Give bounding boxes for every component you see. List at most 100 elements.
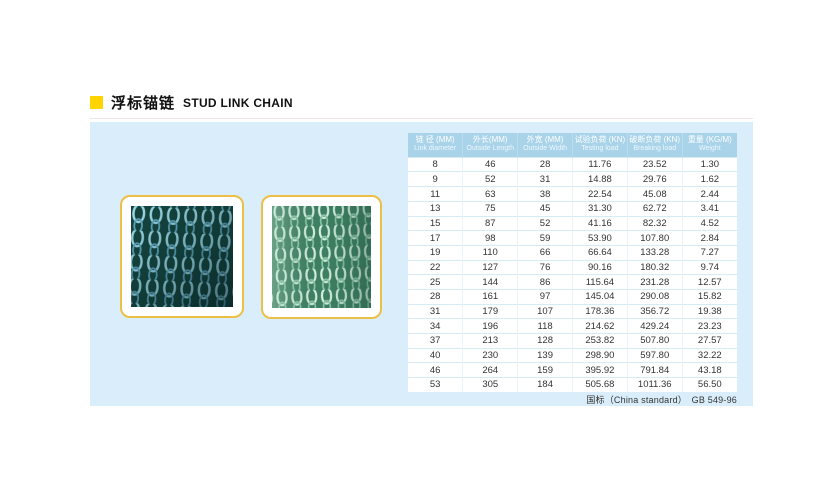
table-cell: 9 (408, 171, 463, 187)
table-cell: 356.72 (626, 303, 683, 319)
table-cell: 290.08 (626, 288, 683, 305)
chain-photo-dark (131, 206, 233, 307)
table-cell: 118 (517, 318, 573, 334)
table-cell: 3.41 (681, 200, 737, 217)
product-photo-card-1 (120, 195, 244, 318)
table-cell: 1.30 (681, 156, 737, 172)
table-cell: 19 (408, 244, 463, 261)
table-cell: 1.62 (681, 171, 737, 187)
spec-table: 链 径 (MM) Link diameter 外长(MM) Outside Lengt… (408, 133, 737, 392)
table-cell: 395.92 (571, 362, 628, 378)
table-cell: 46 (408, 362, 463, 378)
table-cell: 505.68 (571, 377, 628, 392)
table-cell: 133.28 (626, 244, 683, 261)
table-cell: 62.72 (626, 200, 683, 217)
table-cell: 23.52 (626, 156, 683, 172)
standard-note: 国标（China standard） GB 549-96 (586, 395, 737, 405)
table-cell: 97 (517, 288, 573, 305)
table-cell: 15 (408, 215, 463, 231)
table-cell: 56.50 (681, 377, 737, 392)
table-row: 31 179 107 178.36 356.72 19.38 (408, 303, 737, 319)
column-header-en: Link diameter (414, 145, 457, 153)
header-divider (90, 118, 753, 119)
table-cell: 41.16 (571, 215, 628, 231)
table-cell: 305 (462, 377, 518, 392)
page-title-chinese: 浮标锚链 (111, 94, 176, 112)
column-header-en: Outside Width (523, 145, 568, 153)
table-cell: 34 (408, 318, 463, 334)
table-cell: 31 (517, 171, 573, 187)
column-header-zh: 试验负荷 (KN) (574, 135, 626, 144)
column-header-zh: 破断负荷 (KN) (629, 135, 681, 144)
table-cell: 184 (517, 377, 573, 392)
table-cell: 45.08 (626, 186, 683, 202)
table-cell: 38 (517, 186, 573, 202)
table-row: 9 52 31 14.88 29.76 1.62 (408, 171, 737, 187)
table-cell: 75 (462, 200, 518, 217)
chain-photo-light (272, 206, 371, 308)
table-cell: 82.32 (626, 215, 683, 231)
table-cell: 66.64 (571, 244, 628, 261)
column-header-5: 重量 (KG/M) Weight (681, 133, 737, 158)
table-cell: 86 (517, 274, 573, 290)
table-cell: 507.80 (626, 333, 683, 349)
column-header-3: 试验负荷 (KN) Testing load (571, 133, 628, 158)
column-header-en: Testing load (581, 145, 619, 153)
table-cell: 37 (408, 333, 463, 349)
table-row: 37 213 128 253.82 507.80 27.57 (408, 333, 737, 349)
table-cell: 11 (408, 186, 463, 202)
table-cell: 9.74 (681, 259, 737, 275)
table-cell: 14.88 (571, 171, 628, 187)
column-header-zh: 外宽 (MM) (526, 135, 564, 144)
table-cell: 110 (462, 244, 518, 261)
page-title-english: STUD LINK CHAIN (183, 96, 293, 110)
table-cell: 25 (408, 274, 463, 290)
table-cell: 298.90 (571, 347, 628, 363)
table-cell: 52 (517, 215, 573, 231)
table-cell: 145.04 (571, 288, 628, 305)
table-cell: 23.23 (681, 318, 737, 334)
yellow-bullet-icon (90, 95, 103, 109)
table-cell: 115.64 (571, 274, 628, 290)
table-cell: 13 (408, 200, 463, 217)
column-header-en: Weight (698, 145, 721, 153)
table-cell: 22 (408, 259, 463, 275)
table-cell: 180.32 (626, 259, 683, 275)
content-panel: 链 径 (MM) Link diameter 外长(MM) Outside Lengt… (90, 122, 753, 406)
table-cell: 52 (462, 171, 518, 187)
table-cell: 31.30 (571, 200, 628, 217)
table-cell: 19.38 (681, 303, 737, 319)
column-header-en: Breaking load (633, 145, 677, 153)
table-cell: 196 (462, 318, 518, 334)
table-cell: 32.22 (681, 347, 737, 363)
column-header-4: 破断负荷 (KN) Breaking load (626, 133, 683, 158)
table-cell: 53.90 (571, 230, 628, 246)
table-row: 40 230 139 298.90 597.80 32.22 (408, 347, 737, 363)
table-cell: 87 (462, 215, 518, 231)
table-cell: 791.84 (626, 362, 683, 378)
table-cell: 53 (408, 377, 463, 392)
table-cell: 597.80 (626, 347, 683, 363)
table-row: 17 98 59 53.90 107.80 2.84 (408, 230, 737, 246)
table-cell: 66 (517, 244, 573, 261)
table-cell: 253.82 (571, 333, 628, 349)
product-photo-card-2 (261, 195, 382, 319)
column-header-2: 外宽 (MM) Outside Width (517, 133, 573, 158)
column-header-zh: 外长(MM) (472, 135, 508, 144)
table-cell: 139 (517, 347, 573, 363)
table-row: 15 87 52 41.16 82.32 4.52 (408, 215, 737, 231)
column-header-zh: 重量 (KG/M) (687, 135, 732, 144)
table-cell: 178.36 (571, 303, 628, 319)
table-cell: 31 (408, 303, 463, 319)
table-cell: 98 (462, 230, 518, 246)
section-header: 浮标锚链 STUD LINK CHAIN (90, 93, 293, 112)
table-cell: 11.76 (571, 156, 628, 172)
table-cell: 90.16 (571, 259, 628, 275)
table-cell: 213 (462, 333, 518, 349)
table-cell: 7.27 (681, 244, 737, 261)
table-cell: 12.57 (681, 274, 737, 290)
table-cell: 231.28 (626, 274, 683, 290)
table-row: 46 264 159 395.92 791.84 43.18 (408, 362, 737, 378)
table-row: 28 161 97 145.04 290.08 15.82 (408, 288, 737, 305)
table-row: 19 110 66 66.64 133.28 7.27 (408, 244, 737, 261)
